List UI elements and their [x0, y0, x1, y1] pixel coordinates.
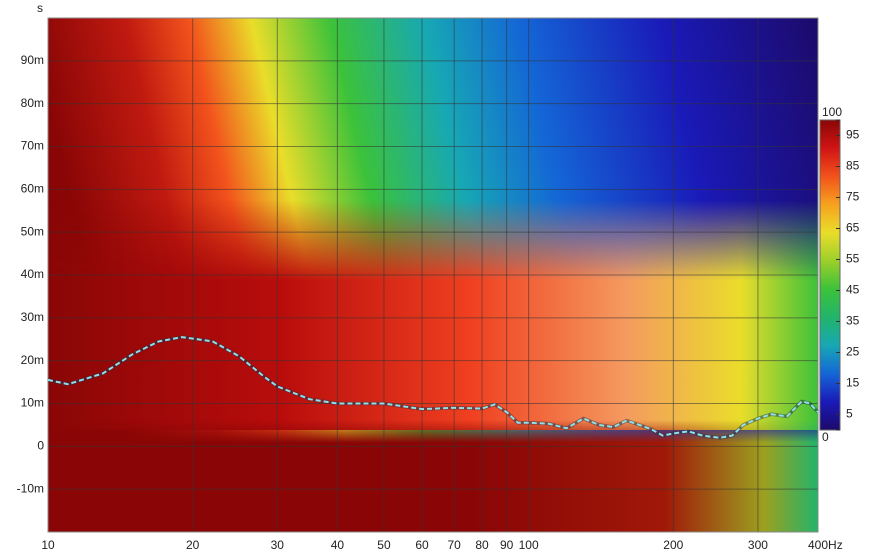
x-tick-label: 200: [663, 538, 683, 552]
grid: [47, 18, 819, 532]
x-tick-label: 50: [377, 538, 391, 552]
y-tick-label: 80m: [21, 96, 44, 110]
series-line: [47, 336, 819, 439]
colorbar: [819, 119, 841, 431]
y-tick-label: 0: [37, 439, 44, 453]
x-tick-label: 40: [331, 538, 345, 552]
y-tick-label: 20m: [21, 353, 44, 367]
colorbar-tick-label: 85: [846, 159, 860, 173]
x-tick-label: 10: [41, 538, 55, 552]
colorbar-tick-label: 55: [846, 252, 860, 266]
colorbar-tick-label: 100: [822, 105, 842, 119]
y-tick-label: 90m: [21, 53, 44, 67]
x-tick-label: 20: [186, 538, 200, 552]
x-tick-label: 400Hz: [808, 538, 843, 552]
x-tick-label: 300: [748, 538, 768, 552]
x-tick-label: 100: [519, 538, 539, 552]
plot-frame: [47, 17, 819, 533]
x-tick-label: 30: [271, 538, 285, 552]
x-tick-label: 70: [448, 538, 462, 552]
colorbar-tick-label: 0: [822, 430, 829, 444]
colorbar-tick-label: 25: [846, 345, 860, 359]
y-tick-label: -10m: [17, 481, 44, 495]
colorbar-tick-label: 45: [846, 283, 860, 297]
y-tick-label: 30m: [21, 310, 44, 324]
x-tick-label: 80: [475, 538, 489, 552]
y-tick-label: 40m: [21, 267, 44, 281]
colorbar-tick-label: 95: [846, 128, 860, 142]
y-tick-label: 50m: [21, 224, 44, 238]
y-tick-label: 70m: [21, 139, 44, 153]
y-axis-label: s: [37, 1, 43, 15]
x-tick-label: 60: [415, 538, 429, 552]
x-tick-label: 90: [500, 538, 514, 552]
colorbar-tick-label: 65: [846, 221, 860, 235]
colorbar-tick-label: 75: [846, 190, 860, 204]
y-tick-label: 10m: [21, 396, 44, 410]
colorbar-tick-label: 5: [846, 407, 853, 421]
y-tick-label: 60m: [21, 182, 44, 196]
colorbar-tick-label: 15: [846, 376, 860, 390]
colorbar-tick-label: 35: [846, 314, 860, 328]
